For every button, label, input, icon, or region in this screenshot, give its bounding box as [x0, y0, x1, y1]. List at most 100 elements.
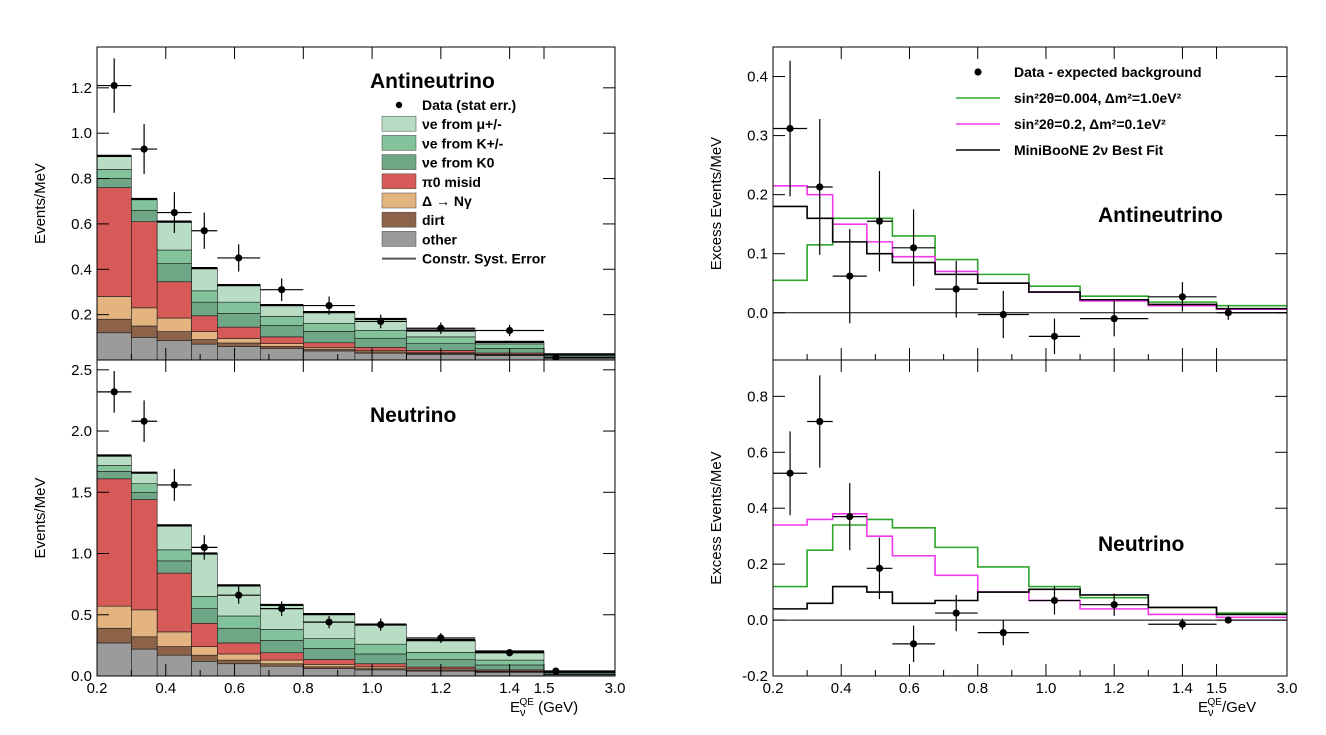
data-marker — [909, 244, 918, 252]
bar-nue_k0-3 — [191, 608, 218, 624]
x-tick-label: 1.4 — [1172, 680, 1193, 697]
bar-nue_kpm-7 — [354, 643, 407, 655]
data-marker — [875, 564, 884, 572]
data-marker — [506, 649, 514, 657]
bar-pi0-4 — [217, 326, 261, 339]
bar-nue_k0-1 — [131, 491, 158, 500]
bar-nue_mu-4 — [217, 284, 261, 303]
bar-nue_kpm-5 — [260, 316, 304, 326]
legend-left: Data (stat err.) νe from μ+/- νe from K+/-… — [381, 97, 546, 267]
bar-nue_mu-3 — [191, 553, 218, 597]
data-point-6 — [977, 620, 1029, 646]
data-marker — [437, 634, 445, 642]
panel-title: Neutrino — [370, 404, 456, 427]
data-marker — [437, 324, 445, 332]
data-marker — [952, 609, 960, 617]
bar-delta-5 — [260, 343, 304, 347]
legend-swatch — [381, 192, 417, 209]
x-tick-label: 3.0 — [605, 680, 626, 697]
data-marker — [846, 513, 854, 521]
bar-pi0-3 — [191, 315, 218, 332]
y-tick-label: 1.5 — [71, 484, 92, 501]
legend-label: other — [422, 231, 458, 247]
data-marker — [1050, 332, 1059, 340]
bar-nue_k0-4 — [217, 313, 261, 328]
legend-item-nue_kpm: νe from K+/- — [381, 135, 504, 151]
bar-nue_kpm-0 — [97, 465, 132, 472]
legend-swatch — [381, 135, 417, 151]
bar-dirt-2 — [156, 331, 192, 342]
data-marker — [1050, 596, 1059, 605]
bar-dirt-0 — [97, 627, 132, 644]
bar-dirt-4 — [217, 659, 261, 665]
bar-nue_k0-3 — [191, 301, 218, 317]
y-tick-label: 0.4 — [747, 69, 768, 86]
bar-nue_kpm-0 — [97, 169, 132, 179]
y-tick-label: 0.0 — [71, 668, 92, 685]
data-marker — [999, 310, 1007, 319]
bar-other-6 — [303, 668, 356, 676]
bar-pi0-3 — [191, 623, 218, 647]
x-tick-label: 1.5 — [1206, 680, 1227, 697]
data-marker — [506, 326, 514, 335]
bar-pi0-7 — [354, 346, 407, 352]
bar-delta-4 — [217, 338, 261, 344]
data-point-7 — [1028, 318, 1081, 355]
data-marker — [552, 667, 560, 675]
plot-area — [97, 58, 615, 360]
data-point-4 — [217, 244, 261, 272]
bar-nue_kpm-8 — [406, 652, 476, 661]
panel-1: 0.2 0.4 0.6 0.8 1.0 1.2 Events/MeV Antineutrino — [32, 46, 616, 361]
legend-item-pi0: π0 misid — [381, 173, 481, 190]
data-point-4 — [892, 209, 936, 287]
data-marker — [1224, 616, 1232, 624]
y-axis-title: Events/MeV — [32, 163, 49, 244]
data-marker — [816, 417, 824, 426]
x-tick-label: 0.2 — [87, 680, 108, 697]
data-marker — [140, 145, 148, 153]
bar-other-5 — [260, 348, 304, 360]
data-marker — [278, 605, 286, 613]
data-marker — [377, 317, 385, 326]
plot-frame — [772, 359, 1288, 677]
data-point-9 — [475, 324, 544, 337]
bar-dirt-4 — [217, 342, 261, 347]
data-point-1 — [131, 124, 158, 175]
bar-dirt-5 — [260, 346, 304, 349]
data-point-4 — [892, 625, 936, 663]
data-marker — [278, 286, 286, 294]
x-tick-label: 1.5 — [534, 680, 555, 697]
bar-pi0-4 — [217, 642, 261, 655]
bar-delta-3 — [191, 331, 218, 340]
panel-title: Neutrino — [1098, 533, 1184, 556]
plot-area — [773, 375, 1287, 663]
data-marker — [1178, 293, 1187, 301]
bar-dirt-2 — [156, 646, 192, 656]
bar-pi0-1 — [131, 499, 158, 611]
data-marker — [999, 629, 1007, 637]
data-point-5 — [935, 594, 978, 632]
x-tick-label: 1.4 — [499, 680, 520, 697]
data-point-7 — [354, 618, 407, 631]
plot-area — [97, 371, 615, 676]
bar-other-1 — [131, 337, 158, 360]
bar-pi0-5 — [260, 336, 304, 344]
data-point-8 — [1080, 300, 1149, 337]
bar-other-0 — [97, 642, 132, 676]
legend-label: Δ → Nγ — [422, 193, 472, 209]
legend-label: νe from K0 — [422, 155, 495, 171]
legend-swatch — [381, 115, 417, 132]
bar-nue_k0-0 — [97, 178, 132, 188]
bar-other-0 — [97, 332, 132, 360]
legend-item-other: other — [381, 231, 458, 247]
legend-item-syst: Constr. Syst. Error — [382, 251, 546, 267]
bar-pi0-5 — [260, 652, 304, 661]
bar-pi0-2 — [156, 281, 192, 319]
x-tick-label: 0.2 — [763, 680, 784, 697]
data-point-7 — [1028, 586, 1081, 615]
y-axis-title: Events/MeV — [32, 478, 49, 559]
bar-pi0-2 — [156, 572, 192, 633]
panel-title: Antineutrino — [1098, 204, 1223, 227]
bar-delta-5 — [260, 659, 304, 665]
bar-nue_kpm-6 — [303, 323, 356, 332]
